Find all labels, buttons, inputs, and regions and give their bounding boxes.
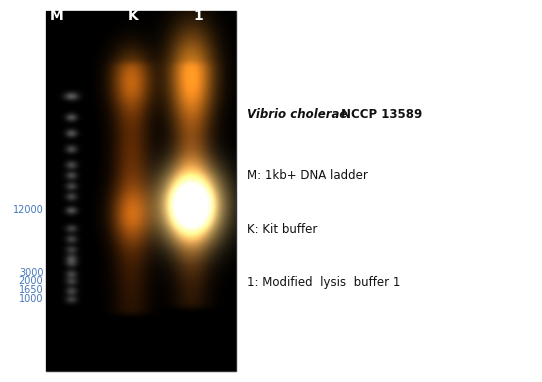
Text: 12000: 12000 — [12, 205, 43, 215]
Text: K: K — [127, 9, 138, 23]
Bar — [46, 11, 236, 371]
Text: 2000: 2000 — [19, 276, 43, 286]
Text: M: 1kb+ DNA ladder: M: 1kb+ DNA ladder — [247, 169, 367, 182]
Text: 1: Modified  lysis  buffer 1: 1: Modified lysis buffer 1 — [247, 276, 400, 289]
Text: 1650: 1650 — [19, 285, 43, 295]
Text: NCCP 13589: NCCP 13589 — [341, 108, 423, 121]
Text: 1000: 1000 — [19, 294, 43, 304]
Text: Vibrio cholerae: Vibrio cholerae — [247, 108, 347, 121]
Text: K: Kit buffer: K: Kit buffer — [247, 223, 317, 236]
Text: M: M — [50, 9, 64, 23]
Text: 3000: 3000 — [19, 269, 43, 278]
Text: 1: 1 — [193, 9, 203, 23]
